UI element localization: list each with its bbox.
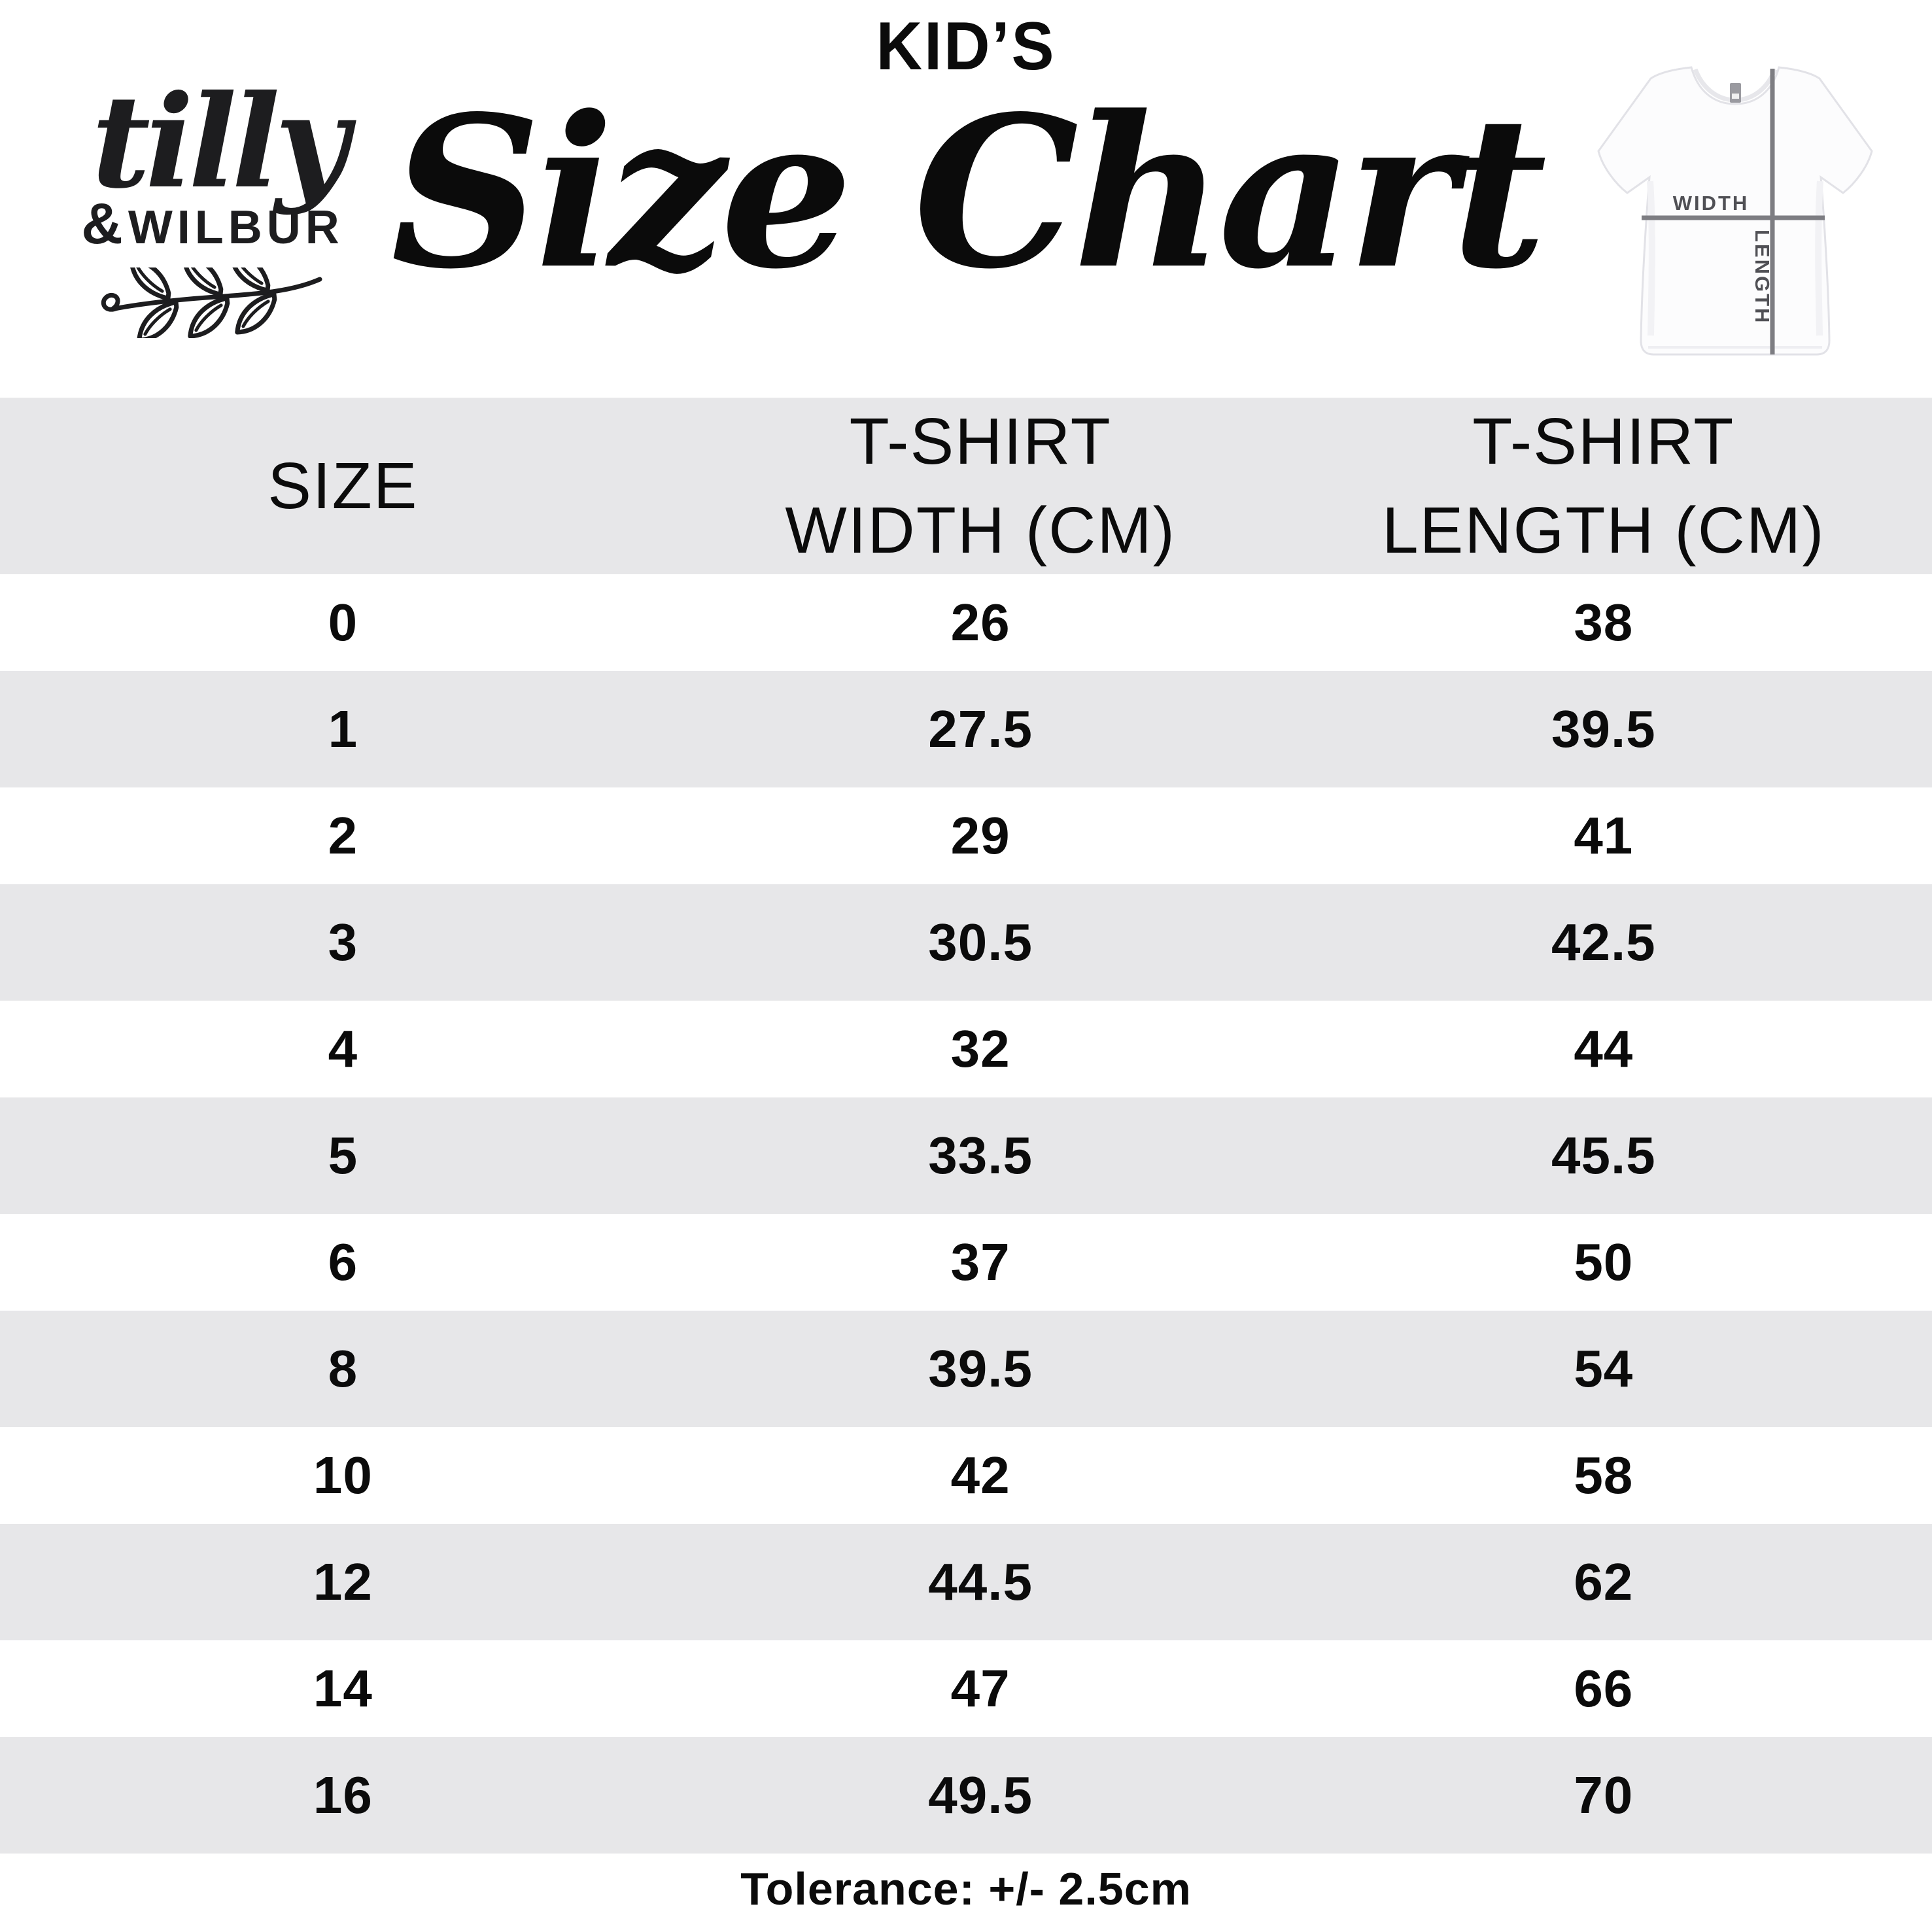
column-header-size: SIZE [0,441,686,530]
width-cell: 30.5 [928,913,1033,971]
width-label: WIDTH [1673,192,1750,215]
size-cell: 0 [328,593,358,651]
tolerance-note: Tolerance: +/- 2.5cm [740,1863,1192,1914]
width-cell: 39.5 [928,1339,1033,1398]
table-row: 3 30.5 42.5 [0,884,1932,1001]
width-cell: 32 [950,1020,1010,1078]
length-cell: 45.5 [1551,1126,1656,1184]
table-row: 6 37 50 [0,1214,1932,1311]
column-header-length: T-SHIRT LENGTH (CM) [1275,397,1932,575]
size-cell: 8 [328,1339,358,1398]
size-cell: 14 [313,1659,373,1717]
length-cell: 44 [1574,1020,1634,1078]
table-row: 1 27.5 39.5 [0,671,1932,787]
table-row: 5 33.5 45.5 [0,1097,1932,1214]
size-cell: 2 [328,806,358,865]
length-cell: 66 [1574,1659,1634,1717]
width-cell: 49.5 [928,1766,1033,1824]
width-cell: 33.5 [928,1126,1033,1184]
width-cell: 42 [950,1446,1010,1504]
table-body: 0 26 38 1 27.5 39.5 2 29 41 3 30.5 42.5 4 32 44 5 33.5 45… [0,574,1932,1854]
column-header-size-line1: SIZE [267,449,419,523]
width-cell: 29 [950,806,1010,865]
column-header-width: T-SHIRT WIDTH (CM) [686,397,1275,575]
length-label: LENGTH [1751,230,1774,324]
table-row: 12 44.5 62 [0,1524,1932,1640]
brand-ampersand: & [81,190,123,256]
brand-logo: tilly & WILBUR [81,67,349,338]
table-header-row: SIZE T-SHIRT WIDTH (CM) T-SHIRT LENGTH (… [0,398,1932,574]
size-cell: 10 [313,1446,373,1504]
width-cell: 27.5 [928,700,1033,758]
size-cell: 4 [328,1020,358,1078]
width-cell: 37 [950,1233,1010,1291]
table-row: 14 47 66 [0,1640,1932,1737]
tshirt-measurement-image: WIDTH LENGTH [1597,66,1873,356]
table-row: 16 49.5 70 [0,1737,1932,1854]
table-row: 0 26 38 [0,574,1932,671]
size-cell: 16 [313,1766,373,1824]
length-cell: 62 [1574,1553,1634,1611]
table-row: 8 39.5 54 [0,1311,1932,1427]
column-header-width-line1: T-SHIRT [849,405,1112,478]
brand-name-script: tilly [92,67,349,216]
leaf-bottom-3 [233,294,277,332]
column-header-length-line2: LENGTH (CM) [1382,494,1825,567]
size-cell: 5 [328,1126,358,1184]
leaf-bottom-2 [186,298,230,336]
title-kicker: KID’S [876,9,1056,84]
width-cell: 47 [950,1659,1010,1717]
table-row: 2 29 41 [0,787,1932,884]
page-title: KID’S Size Chart [0,8,1932,296]
width-cell: 26 [950,593,1010,651]
column-header-length-line1: T-SHIRT [1472,405,1735,478]
leaf-bottom-1 [135,302,179,338]
title-main: Size Chart [390,70,1547,315]
column-header-width-line2: WIDTH (CM) [785,494,1176,567]
neck-tag-label [1732,94,1739,99]
size-table: SIZE T-SHIRT WIDTH (CM) T-SHIRT LENGTH (… [0,398,1932,1854]
branch-stem [112,277,322,311]
brand-name-caps: WILBUR [128,201,344,254]
size-cell: 1 [328,700,358,758]
size-cell: 3 [328,913,358,971]
size-cell: 6 [328,1233,358,1291]
width-cell: 44.5 [928,1553,1033,1611]
measurement-lines [1642,69,1825,354]
tshirt-shade-right [1815,181,1823,336]
tshirt-shape [1597,66,1873,356]
length-cell: 58 [1574,1446,1634,1504]
laurel-branch-icon [101,267,322,338]
length-cell: 38 [1574,593,1634,651]
length-cell: 41 [1574,806,1634,865]
length-cell: 42.5 [1551,913,1656,971]
size-cell: 12 [313,1553,373,1611]
tshirt-shade-left [1647,181,1655,336]
table-row: 10 42 58 [0,1427,1932,1524]
table-row: 4 32 44 [0,1001,1932,1097]
length-cell: 39.5 [1551,700,1656,758]
neck-tag [1730,83,1741,103]
length-cell: 50 [1574,1233,1634,1291]
length-cell: 70 [1574,1766,1634,1824]
length-cell: 54 [1574,1339,1634,1398]
brand-name-caps-row: & WILBUR [81,190,339,257]
